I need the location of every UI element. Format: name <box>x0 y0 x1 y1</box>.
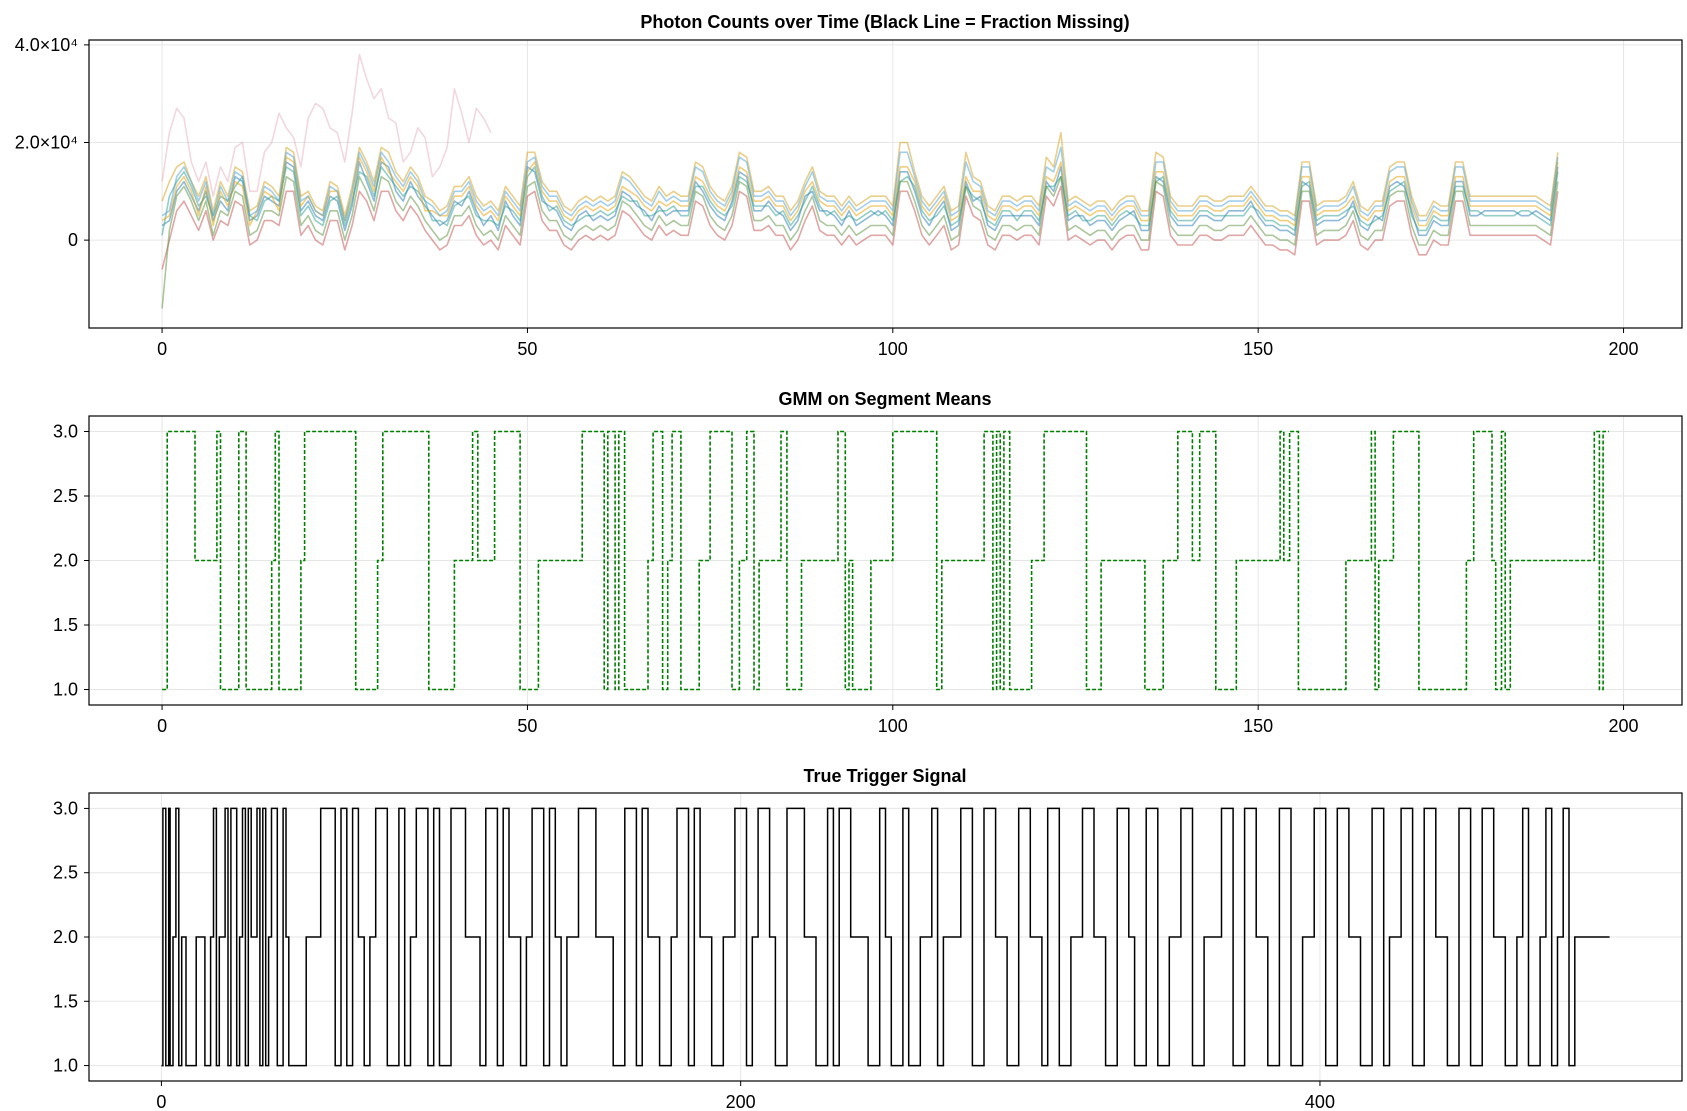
panel-1-ytick-label: 2.0×10⁴ <box>15 133 78 153</box>
panel-2-ytick-label: 1.5 <box>53 615 78 635</box>
panel-3-ytick-label: 2.5 <box>53 863 78 883</box>
panel-1-xtick-label: 50 <box>517 339 537 359</box>
panel-1-series-line <box>161 185 1559 270</box>
panel-3-ytick-label: 3.0 <box>53 798 78 818</box>
panel-photon-counts: Photon Counts over Time (Black Line = Fr… <box>15 12 1683 359</box>
panel-1-ytick-label: 4.0×10⁴ <box>15 35 78 55</box>
panel-1-series-line <box>161 131 1559 217</box>
panel-gmm-series <box>162 430 1609 691</box>
panel-1-series-line <box>161 161 1559 237</box>
panel-2-xtick-label: 100 <box>878 716 908 736</box>
panel-1-series-line <box>161 53 492 197</box>
panel-gmm-segment-means: GMM on Segment Means 0 50 100 150 200 1.0 1.5 2… <box>53 389 1683 736</box>
panel-1-ytick-label: 0 <box>68 230 78 250</box>
panel-3-step-line <box>161 807 1610 1067</box>
panel-photon-counts-ticks: 0 50 100 150 200 0 2.0×10⁴ 4.0×10⁴ <box>15 35 1639 359</box>
panel-1-series-line <box>161 166 1559 236</box>
panel-3-xtick-label: 0 <box>156 1092 166 1111</box>
panel-photon-counts-grid <box>89 40 1682 328</box>
panel-gmm-ticks: 0 50 100 150 200 1.0 1.5 2.0 2.5 3.0 <box>53 421 1639 736</box>
panel-1-xtick-label: 0 <box>157 339 167 359</box>
panel-2-xtick-label: 150 <box>1243 716 1273 736</box>
panel-2-xtick-label: 200 <box>1609 716 1639 736</box>
panel-2-ytick-label: 1.0 <box>53 680 78 700</box>
panel-trigger-series <box>161 807 1610 1067</box>
panel-1-series-line <box>161 175 1559 309</box>
panel-photon-counts-series <box>161 53 1559 309</box>
panel-1-xtick-label: 200 <box>1609 339 1639 359</box>
panel-gmm-frame <box>88 415 1683 706</box>
panel-trigger-frame <box>88 792 1683 1082</box>
panel-2-ytick-label: 3.0 <box>53 421 78 441</box>
panel-1-xtick-label: 150 <box>1243 339 1273 359</box>
panel-photon-counts-frame <box>88 39 1683 329</box>
panel-1-series-line <box>161 156 1559 227</box>
panel-3-xtick-label: 400 <box>1305 1092 1335 1111</box>
panel-1-xtick-label: 100 <box>878 339 908 359</box>
panel-photon-counts-title: Photon Counts over Time (Black Line = Fr… <box>640 12 1129 32</box>
panel-2-ytick-label: 2.5 <box>53 486 78 506</box>
panel-2-xtick-label: 0 <box>157 716 167 736</box>
panel-3-xtick-label: 200 <box>726 1092 756 1111</box>
panel-trigger-ticks: 0 200 400 1.0 1.5 2.0 2.5 3.0 <box>53 798 1335 1111</box>
panel-3-ytick-label: 2.0 <box>53 927 78 947</box>
panel-1-series-line <box>161 146 1559 222</box>
panel-true-trigger: True Trigger Signal 0 200 400 1.0 1.5 2.0 2.5 3… <box>53 766 1683 1111</box>
panel-3-ytick-label: 1.0 <box>53 1056 78 1076</box>
panel-gmm-title: GMM on Segment Means <box>778 389 991 409</box>
panel-2-step-line <box>162 430 1609 691</box>
panel-trigger-title: True Trigger Signal <box>803 766 966 786</box>
panel-2-ytick-label: 2.0 <box>53 551 78 571</box>
panel-3-ytick-label: 1.5 <box>53 991 78 1011</box>
panel-2-xtick-label: 50 <box>517 716 537 736</box>
